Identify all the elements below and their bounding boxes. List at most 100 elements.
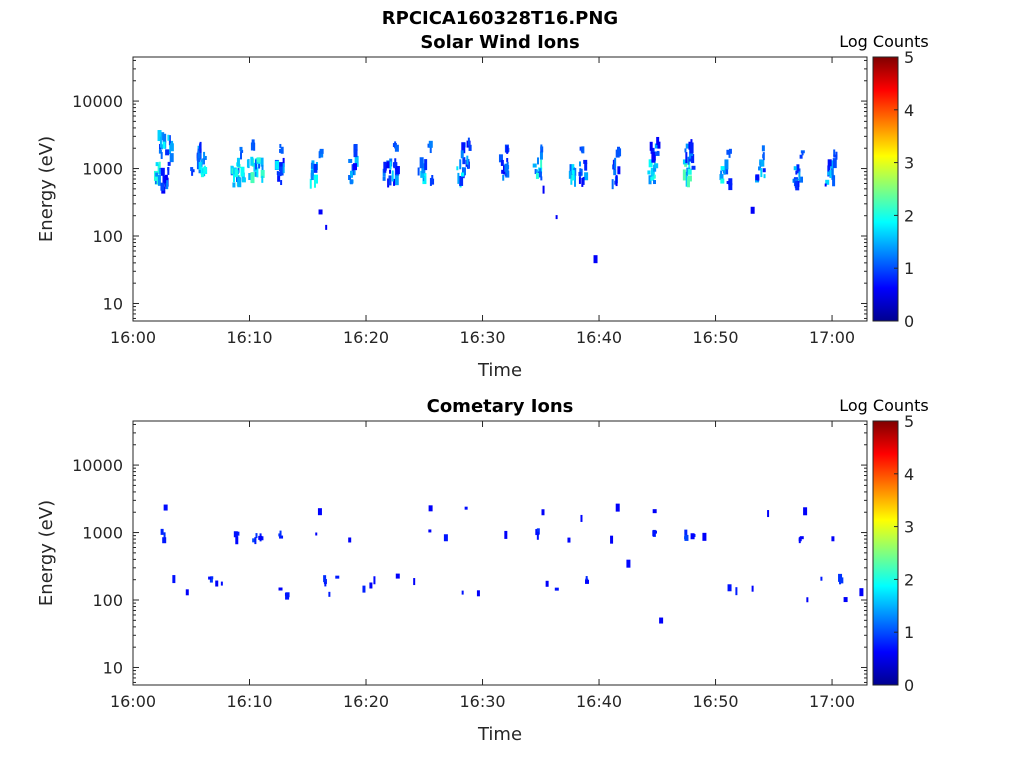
data-cell xyxy=(539,168,542,173)
data-cell xyxy=(476,590,480,597)
data-cell xyxy=(799,154,803,159)
data-cell xyxy=(348,537,352,543)
data-cell xyxy=(231,168,234,175)
data-cell xyxy=(567,537,571,543)
data-cell xyxy=(459,175,464,186)
data-cell xyxy=(348,158,353,163)
data-cell xyxy=(240,149,244,153)
x-tick-label: 16:30 xyxy=(459,692,505,711)
y-tick-label: 10 xyxy=(103,294,123,313)
data-cell xyxy=(275,160,280,170)
data-cell xyxy=(353,143,358,151)
data-cell xyxy=(422,176,425,182)
data-cell xyxy=(542,185,545,194)
data-cell xyxy=(580,147,583,153)
data-cell xyxy=(843,597,848,603)
data-cell xyxy=(318,209,323,215)
data-cell xyxy=(796,164,800,174)
colorbar-tick-label: 2 xyxy=(904,570,914,589)
data-cell xyxy=(282,157,285,167)
data-cell xyxy=(581,146,585,154)
x-tick-label: 16:00 xyxy=(110,328,156,347)
data-cell xyxy=(727,584,732,592)
data-cell xyxy=(719,174,724,181)
data-cell xyxy=(241,172,245,182)
data-cell xyxy=(534,169,537,175)
data-cell xyxy=(833,149,836,157)
data-cell xyxy=(386,161,391,169)
data-cell xyxy=(798,537,801,544)
data-cell xyxy=(735,587,738,596)
data-cell xyxy=(686,177,690,188)
data-cell xyxy=(254,171,257,177)
data-cell xyxy=(419,157,424,169)
data-cell xyxy=(413,578,416,586)
data-cell xyxy=(461,142,466,154)
colorbar-ticks: 0 1 2 3 4 5 xyxy=(894,412,914,695)
data-cell xyxy=(310,170,314,181)
data-cell xyxy=(467,137,470,146)
data-cell xyxy=(613,169,617,176)
data-cell xyxy=(652,509,657,514)
data-cell xyxy=(593,255,598,264)
x-tick-label: 16:00 xyxy=(110,692,156,711)
data-cell xyxy=(684,148,687,153)
data-cell xyxy=(362,585,366,593)
data-cell xyxy=(720,166,725,171)
data-cell xyxy=(649,141,653,151)
data-cell xyxy=(650,176,655,181)
data-cell xyxy=(395,166,400,175)
data-cell xyxy=(467,158,470,169)
data-cell xyxy=(250,172,255,184)
panel-title: Solar Wind Ions xyxy=(420,32,579,53)
data-cell xyxy=(190,167,194,172)
data-cell xyxy=(166,180,169,190)
data-cells xyxy=(153,130,838,264)
data-cell xyxy=(210,576,214,580)
data-cell xyxy=(369,582,373,589)
data-cell xyxy=(500,159,504,166)
data-cell xyxy=(160,528,164,535)
data-cell xyxy=(651,151,656,163)
y-tick-label: 100 xyxy=(92,591,123,610)
colorbar-label: Log Counts xyxy=(839,396,929,415)
data-cell xyxy=(498,154,503,163)
data-cell xyxy=(702,532,707,541)
data-cell xyxy=(799,536,804,540)
data-cell xyxy=(652,530,657,534)
data-cell xyxy=(155,172,159,177)
data-cell xyxy=(314,177,317,188)
data-cell xyxy=(684,534,689,541)
y-tick-label: 10 xyxy=(103,658,123,677)
data-cell xyxy=(859,588,864,597)
data-cell xyxy=(234,169,238,178)
data-cell xyxy=(199,141,202,153)
data-cell xyxy=(209,578,213,583)
cometary-ions-panel: Cometary Ions Log Counts 16:00 16:10 16:20… xyxy=(36,396,929,745)
data-cell xyxy=(466,155,469,165)
data-cell xyxy=(162,173,165,185)
data-cell xyxy=(685,175,688,187)
data-cell xyxy=(354,155,359,167)
data-cell xyxy=(464,506,468,510)
data-cell xyxy=(763,174,766,179)
data-cell xyxy=(382,168,386,177)
data-cell xyxy=(539,151,543,160)
data-cell xyxy=(165,149,170,156)
data-cell xyxy=(568,170,572,179)
data-cell xyxy=(417,167,420,176)
data-cell xyxy=(468,144,472,151)
data-cell xyxy=(830,160,834,169)
x-tick-label: 16:20 xyxy=(343,328,389,347)
data-cell xyxy=(803,507,808,516)
y-axis-label: Energy (eV) xyxy=(36,136,57,242)
data-cell xyxy=(540,159,543,170)
data-cell xyxy=(197,150,201,162)
colorbar xyxy=(872,56,899,322)
data-cell xyxy=(233,173,236,183)
data-cell xyxy=(657,141,661,149)
data-cell xyxy=(459,159,462,170)
data-cell xyxy=(801,151,804,156)
data-cell xyxy=(256,167,259,178)
